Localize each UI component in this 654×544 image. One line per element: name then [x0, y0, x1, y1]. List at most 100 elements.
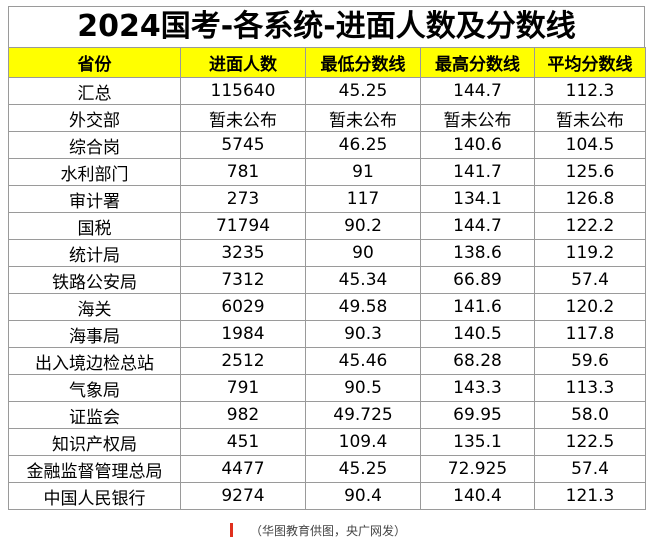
table-cell: 46.25: [305, 131, 421, 159]
table-cell: 58.0: [534, 401, 646, 429]
table-cell: 112.3: [534, 77, 646, 105]
table-cell: 1984: [180, 320, 306, 348]
header-cell-max-score: 最高分数线: [420, 47, 535, 78]
table-cell: 90.5: [305, 374, 421, 402]
header-cell-min-score: 最低分数线: [305, 47, 421, 78]
table-cell: 45.46: [305, 347, 421, 375]
table-cell: 7312: [180, 266, 306, 294]
table-cell: 3235: [180, 239, 306, 267]
table-cell: 134.1: [420, 185, 535, 213]
table-cell: 暂未公布: [305, 104, 421, 132]
header-cell-interview-count: 进面人数: [180, 47, 306, 78]
table-cell: 140.5: [420, 320, 535, 348]
table-cell: 982: [180, 401, 306, 429]
table-title: 2024国考-各系统-进面人数及分数线: [8, 6, 645, 47]
header-row: 省份 进面人数 最低分数线 最高分数线 平均分数线: [8, 47, 646, 78]
table-row: 审计署 273 117 134.1 126.8: [8, 185, 646, 213]
table-cell: 90: [305, 239, 421, 267]
table-cell: 外交部: [8, 104, 181, 132]
table-cell: 125.6: [534, 158, 646, 186]
table-cell: 6029: [180, 293, 306, 321]
table-cell: 45.25: [305, 77, 421, 105]
table-cell: 68.28: [420, 347, 535, 375]
table-cell: 135.1: [420, 428, 535, 456]
table-cell: 69.95: [420, 401, 535, 429]
table-cell: 120.2: [534, 293, 646, 321]
table-row: 气象局 791 90.5 143.3 113.3: [8, 374, 646, 402]
table-cell: 104.5: [534, 131, 646, 159]
table-cell: 57.4: [534, 455, 646, 483]
table-cell: 90.4: [305, 482, 421, 510]
table-cell: 45.34: [305, 266, 421, 294]
table-cell: 273: [180, 185, 306, 213]
table-cell: 49.725: [305, 401, 421, 429]
image-caption: （华图教育供图，央广网发）: [0, 518, 654, 542]
table-container: 2024国考-各系统-进面人数及分数线 省份 进面人数 最低分数线 最高分数线 …: [8, 6, 646, 510]
table-cell: 综合岗: [8, 131, 181, 159]
table-cell: 791: [180, 374, 306, 402]
table-cell: 90.3: [305, 320, 421, 348]
table-row: 汇总 115640 45.25 144.7 112.3: [8, 77, 646, 105]
table-cell: 出入境边检总站: [8, 347, 181, 375]
table-cell: 141.6: [420, 293, 535, 321]
table-cell: 115640: [180, 77, 306, 105]
table-cell: 2512: [180, 347, 306, 375]
table-row: 水利部门 781 91 141.7 125.6: [8, 158, 646, 186]
table-row: 综合岗 5745 46.25 140.6 104.5: [8, 131, 646, 159]
header-cell-province: 省份: [8, 47, 181, 78]
data-table: 省份 进面人数 最低分数线 最高分数线 平均分数线 汇总 115640 45.25 1…: [8, 47, 646, 510]
table-cell: 781: [180, 158, 306, 186]
table-cell: 审计署: [8, 185, 181, 213]
table-cell: 121.3: [534, 482, 646, 510]
table-cell: 水利部门: [8, 158, 181, 186]
table-cell: 暂未公布: [420, 104, 535, 132]
table-cell: 72.925: [420, 455, 535, 483]
table-row: 国税 71794 90.2 144.7 122.2: [8, 212, 646, 240]
table-cell: 铁路公安局: [8, 266, 181, 294]
table-row: 铁路公安局 7312 45.34 66.89 57.4: [8, 266, 646, 294]
table-cell: 海关: [8, 293, 181, 321]
table-cell: 45.25: [305, 455, 421, 483]
table-cell: 暂未公布: [180, 104, 306, 132]
table-cell: 59.6: [534, 347, 646, 375]
table-cell: 9274: [180, 482, 306, 510]
table-cell: 109.4: [305, 428, 421, 456]
table-cell: 122.5: [534, 428, 646, 456]
caption-text: （华图教育供图，央广网发）: [250, 524, 407, 538]
table-cell: 49.58: [305, 293, 421, 321]
table-row: 统计局 3235 90 138.6 119.2: [8, 239, 646, 267]
table-cell: 140.6: [420, 131, 535, 159]
table-cell: 气象局: [8, 374, 181, 402]
table-cell: 金融监督管理总局: [8, 455, 181, 483]
table-cell: 国税: [8, 212, 181, 240]
accent-bar: [230, 523, 233, 537]
table-cell: 144.7: [420, 77, 535, 105]
table-cell: 122.2: [534, 212, 646, 240]
header-cell-avg-score: 平均分数线: [534, 47, 646, 78]
table-cell: 统计局: [8, 239, 181, 267]
table-cell: 119.2: [534, 239, 646, 267]
table-cell: 91: [305, 158, 421, 186]
table-cell: 71794: [180, 212, 306, 240]
table-row: 知识产权局 451 109.4 135.1 122.5: [8, 428, 646, 456]
table-cell: 117.8: [534, 320, 646, 348]
table-row: 海关 6029 49.58 141.6 120.2: [8, 293, 646, 321]
table-cell: 126.8: [534, 185, 646, 213]
table-cell: 113.3: [534, 374, 646, 402]
table-row: 证监会 982 49.725 69.95 58.0: [8, 401, 646, 429]
table-cell: 知识产权局: [8, 428, 181, 456]
table-cell: 144.7: [420, 212, 535, 240]
table-row: 外交部 暂未公布 暂未公布 暂未公布 暂未公布: [8, 104, 646, 132]
table-cell: 117: [305, 185, 421, 213]
table-cell: 90.2: [305, 212, 421, 240]
table-cell: 66.89: [420, 266, 535, 294]
table-cell: 汇总: [8, 77, 181, 105]
table-cell: 证监会: [8, 401, 181, 429]
table-row: 海事局 1984 90.3 140.5 117.8: [8, 320, 646, 348]
table-cell: 451: [180, 428, 306, 456]
table-cell: 143.3: [420, 374, 535, 402]
table-cell: 5745: [180, 131, 306, 159]
table-cell: 138.6: [420, 239, 535, 267]
table-cell: 57.4: [534, 266, 646, 294]
table-cell: 141.7: [420, 158, 535, 186]
